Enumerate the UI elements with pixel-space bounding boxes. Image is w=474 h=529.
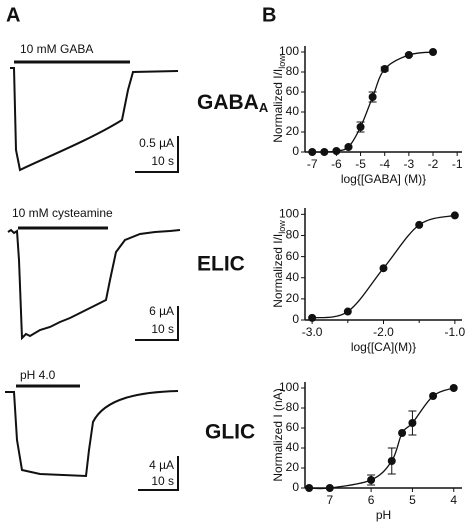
data-point — [368, 93, 377, 101]
receptor-name: GABA — [197, 91, 259, 114]
current-trace — [5, 390, 179, 478]
data-point — [308, 148, 317, 156]
data-point — [404, 51, 413, 59]
data-point — [325, 484, 334, 492]
stimulus-label: 10 mM GABA — [20, 42, 93, 56]
y-axis-label: Normalized I (nA) — [271, 388, 285, 481]
data-point — [344, 143, 353, 151]
y-tick-label: 80 — [286, 228, 300, 242]
x-axis-label: log{[GABA] (M)} — [341, 172, 426, 186]
y-tick-label: 40 — [286, 270, 300, 284]
y-tick-label: 40 — [286, 104, 300, 118]
y-tick-label: 100 — [279, 207, 299, 221]
y-tick-label: 40 — [286, 440, 300, 454]
y-tick-label: 100 — [279, 44, 299, 58]
y-axis-label-sub: low — [277, 220, 287, 234]
current-trace — [7, 228, 181, 341]
x-tick-label: -1 — [452, 157, 463, 171]
y-tick-label: 0 — [292, 480, 299, 494]
x-tick-label: -3.0 — [302, 325, 323, 339]
x-tick-label: 7 — [326, 493, 333, 507]
y-tick-label: 20 — [286, 460, 300, 474]
y-tick-label: 60 — [286, 420, 300, 434]
data-point — [429, 392, 438, 400]
y-axis-label-sub: low — [277, 55, 287, 69]
x-tick-label: 6 — [368, 493, 375, 507]
data-point — [387, 457, 396, 465]
x-tick-label: -6 — [331, 157, 342, 171]
data-point — [332, 147, 341, 155]
data-point — [415, 220, 424, 229]
y-axis-label: Normalized I/Ilow — [271, 55, 287, 143]
data-point — [308, 313, 317, 322]
data-point — [320, 148, 329, 156]
time-label: 10 s — [151, 474, 174, 488]
current-trace — [10, 67, 179, 172]
data-point — [380, 65, 389, 73]
time-label: 10 s — [151, 154, 174, 168]
y-tick-label: 60 — [286, 84, 300, 98]
data-point — [343, 307, 352, 316]
x-axis-label: log{[CA](M)} — [351, 340, 416, 354]
data-point — [429, 48, 438, 56]
receptor-sub: A — [259, 100, 269, 115]
y-axis-label-main: Normalized I/I — [271, 234, 285, 308]
x-tick-label: -7 — [307, 157, 318, 171]
x-tick-label: 5 — [409, 493, 416, 507]
receptor-label: ELIC — [197, 253, 245, 276]
time-label: 10 s — [151, 322, 174, 336]
x-axis-label: pH — [376, 508, 391, 522]
x-tick-label: 4 — [450, 493, 457, 507]
y-tick-label: 20 — [286, 291, 300, 305]
y-tick-label: 20 — [286, 124, 300, 138]
data-point — [305, 484, 314, 492]
x-tick-label: -1.0 — [445, 325, 466, 339]
y-tick-label: 0 — [292, 144, 299, 158]
fit-curve — [309, 387, 454, 490]
y-tick-label: 60 — [286, 249, 300, 263]
amp-label: 0.5 µA — [139, 136, 174, 150]
y-tick-label: 80 — [286, 64, 300, 78]
x-tick-label: -2 — [428, 157, 439, 171]
data-point — [449, 384, 458, 392]
stimulus-label: pH 4.0 — [20, 368, 56, 382]
data-point — [450, 211, 459, 220]
y-axis-label-main: Normalized I (nA) — [271, 388, 285, 481]
stimulus-label: 10 mM cysteamine — [12, 206, 113, 220]
panel-label: A — [6, 4, 20, 26]
x-tick-label: -2.0 — [373, 325, 394, 339]
receptor-label: GABAA — [197, 91, 269, 116]
y-axis-label-main: Normalized I/I — [271, 69, 285, 143]
x-tick-label: -3 — [404, 157, 415, 171]
x-tick-label: -5 — [355, 157, 366, 171]
data-point — [379, 264, 388, 273]
y-tick-label: 80 — [286, 400, 300, 414]
receptor-label: GLIC — [205, 421, 255, 444]
x-tick-label: -4 — [379, 157, 390, 171]
data-point — [356, 123, 365, 131]
panel-label: B — [262, 4, 276, 26]
amp-label: 6 µA — [149, 304, 174, 318]
data-point — [367, 476, 376, 484]
y-tick-label: 0 — [292, 312, 299, 326]
data-point — [408, 419, 417, 427]
amp-label: 4 µA — [149, 458, 174, 472]
y-axis-label: Normalized I/Ilow — [271, 220, 287, 308]
y-tick-label: 100 — [279, 380, 299, 394]
data-point — [398, 429, 407, 437]
